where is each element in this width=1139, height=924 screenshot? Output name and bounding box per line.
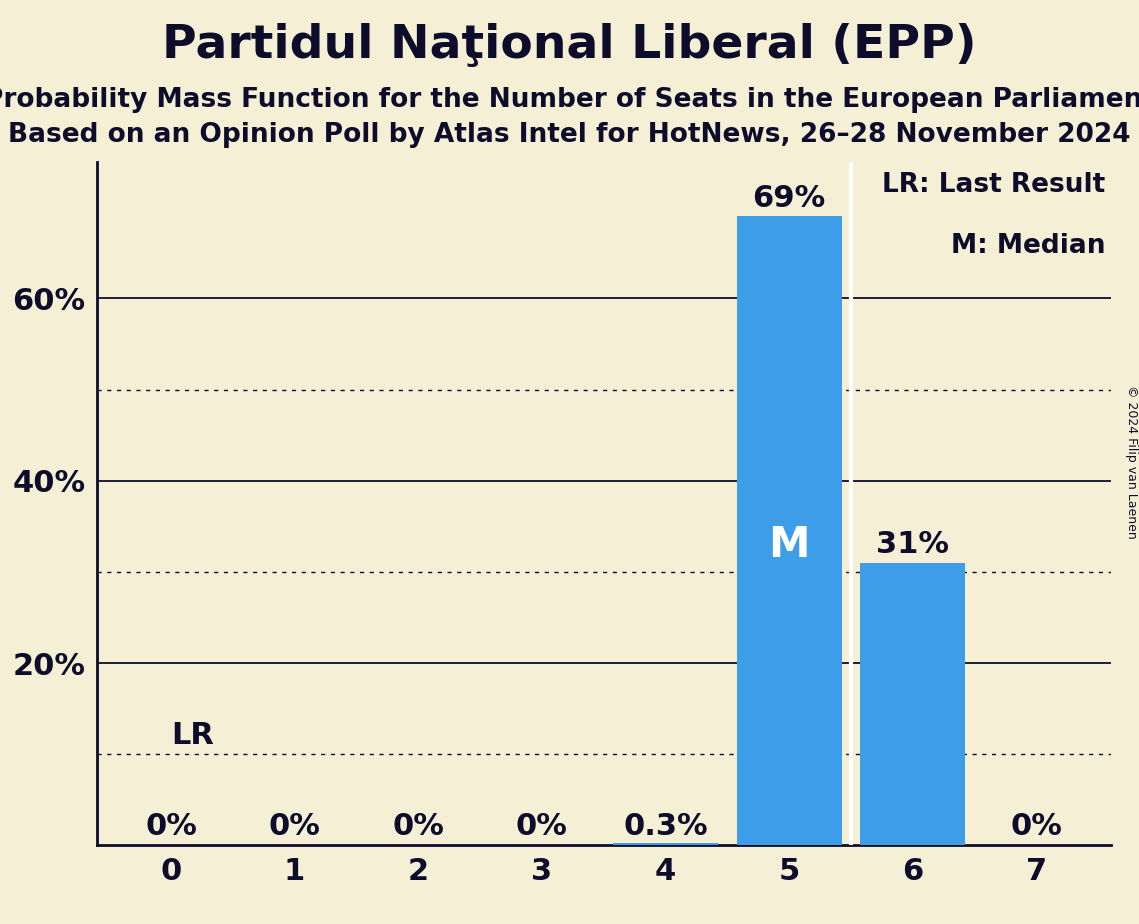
Text: 0%: 0% (1010, 812, 1063, 841)
Bar (613, 843, 718, 845)
Text: 69%: 69% (753, 184, 826, 213)
Text: Partidul Naţional Liberal (EPP): Partidul Naţional Liberal (EPP) (162, 23, 977, 68)
Text: 0.3%: 0.3% (623, 812, 707, 841)
Text: LR: Last Result: LR: Last Result (883, 172, 1106, 198)
Text: LR: LR (171, 721, 214, 749)
Text: 0%: 0% (145, 812, 197, 841)
Text: © 2024 Filip van Laenen: © 2024 Filip van Laenen (1124, 385, 1138, 539)
Text: Based on an Opinion Poll by Atlas Intel for HotNews, 26–28 November 2024: Based on an Opinion Poll by Atlas Intel … (8, 122, 1131, 148)
Bar (737, 216, 842, 845)
Text: 0%: 0% (269, 812, 320, 841)
Text: 0%: 0% (516, 812, 568, 841)
Text: 0%: 0% (392, 812, 444, 841)
Text: 31%: 31% (876, 530, 949, 559)
Text: M: M (769, 524, 810, 565)
Bar (860, 563, 965, 845)
Text: M: Median: M: Median (951, 234, 1106, 260)
Text: Probability Mass Function for the Number of Seats in the European Parliament: Probability Mass Function for the Number… (0, 87, 1139, 113)
